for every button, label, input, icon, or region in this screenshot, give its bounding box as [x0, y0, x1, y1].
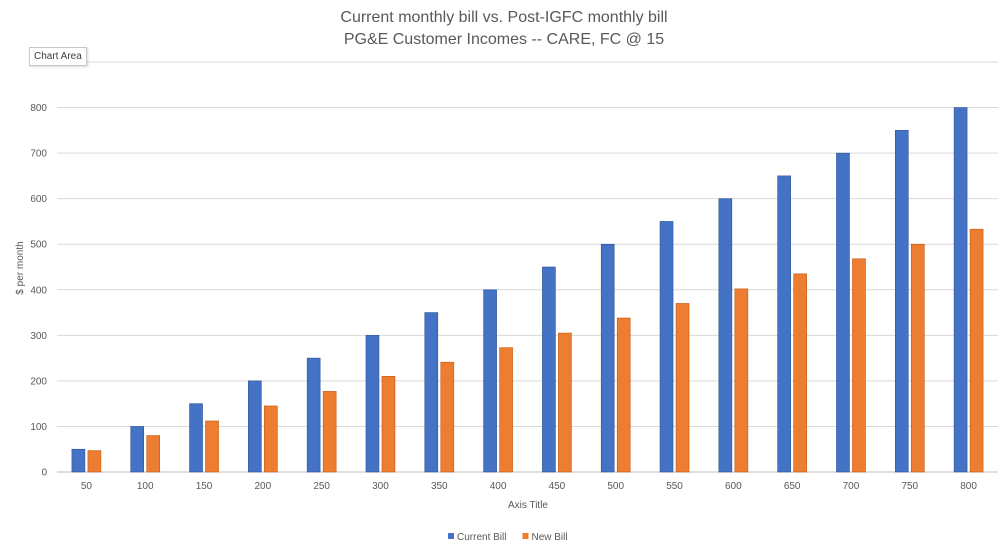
bar-current-bill-800[interactable]	[953, 107, 968, 473]
y-tick-label: 100	[30, 422, 47, 433]
bar-new-bill-600[interactable]	[734, 288, 749, 473]
bar-new-bill-550[interactable]	[675, 303, 690, 473]
bar-current-bill-450[interactable]	[542, 266, 556, 473]
x-tick-label: 350	[431, 481, 448, 492]
bar-current-bill-650[interactable]	[777, 175, 791, 473]
legend[interactable]: Current Bill New Bill	[448, 532, 568, 543]
y-axis-title[interactable]: $ per month	[15, 241, 26, 294]
x-tick-label: 300	[372, 481, 389, 492]
bar-current-bill-50[interactable]	[71, 448, 86, 473]
y-tick-label: 400	[30, 285, 47, 296]
legend-label-new-bill: New Bill	[531, 532, 567, 543]
chart-title-line-2: PG&E Customer Incomes -- CARE, FC @ 15	[344, 31, 664, 48]
x-tick-label: 400	[490, 481, 507, 492]
x-axis-ticks: 50 100 150 200 250 300 350 400 450 500 550 600 650 70…	[81, 481, 978, 492]
x-tick-label: 650	[784, 481, 801, 492]
bar-current-bill-400[interactable]	[483, 289, 497, 473]
bar-current-bill-250[interactable]	[306, 357, 321, 473]
bar-new-bill-350[interactable]	[440, 361, 455, 473]
bar-new-bill-150[interactable]	[205, 420, 219, 473]
x-tick-label: 150	[196, 481, 213, 492]
bar-current-bill-200[interactable]	[248, 380, 262, 473]
x-tick-label: 450	[549, 481, 566, 492]
x-tick-label: 250	[313, 481, 330, 492]
x-axis-title[interactable]: Axis Title	[508, 500, 548, 511]
y-tick-label: 800	[30, 103, 47, 114]
y-tick-label: 0	[41, 468, 47, 479]
bar-current-bill-350[interactable]	[424, 312, 439, 473]
y-tick-label: 300	[30, 331, 47, 342]
x-tick-label: 200	[255, 481, 272, 492]
x-tick-label: 100	[137, 481, 154, 492]
bar-new-bill-250[interactable]	[322, 391, 337, 473]
bar-current-bill-700[interactable]	[836, 152, 850, 473]
chart-title-line-1: Current monthly bill vs. Post-IGFC month…	[340, 9, 667, 26]
bar-new-bill-200[interactable]	[264, 405, 278, 473]
x-tick-label: 800	[960, 481, 977, 492]
bar-current-bill-600[interactable]	[718, 198, 733, 473]
bar-new-bill-400[interactable]	[499, 347, 513, 473]
y-tick-label: 600	[30, 194, 47, 205]
bar-current-bill-500[interactable]	[600, 243, 615, 473]
bar-current-bill-100[interactable]	[130, 426, 145, 473]
x-tick-label: 700	[843, 481, 860, 492]
legend-swatch-current-bill	[448, 533, 454, 539]
bar-current-bill-150[interactable]	[189, 403, 203, 473]
bar-new-bill-450[interactable]	[558, 332, 572, 473]
x-tick-label: 50	[81, 481, 93, 492]
bar-current-bill-300[interactable]	[365, 335, 380, 473]
x-tick-label: 500	[607, 481, 624, 492]
x-tick-label: 600	[725, 481, 742, 492]
x-tick-label: 750	[901, 481, 918, 492]
bar-new-bill-100[interactable]	[146, 435, 161, 473]
bar-new-bill-50[interactable]	[87, 450, 102, 473]
y-tick-label: 200	[30, 376, 47, 387]
bar-current-bill-750[interactable]	[894, 130, 909, 473]
bar-new-bill-650[interactable]	[793, 273, 807, 473]
y-tick-label: 700	[30, 149, 47, 160]
bar-new-bill-500[interactable]	[616, 317, 631, 473]
bar-current-bill-550[interactable]	[659, 221, 674, 473]
x-tick-label: 550	[666, 481, 683, 492]
bar-new-bill-700[interactable]	[852, 258, 866, 473]
chart-area-tooltip: Chart Area	[29, 47, 87, 66]
y-tick-label: 500	[30, 240, 47, 251]
y-axis-ticks: 0100200300400500600700800900	[30, 58, 47, 479]
bar-new-bill-300[interactable]	[381, 376, 396, 473]
bar-new-bill-750[interactable]	[910, 243, 925, 473]
legend-label-current-bill: Current Bill	[457, 532, 506, 543]
bars	[71, 107, 984, 473]
bar-new-bill-800[interactable]	[969, 228, 984, 473]
legend-swatch-new-bill	[522, 533, 529, 539]
